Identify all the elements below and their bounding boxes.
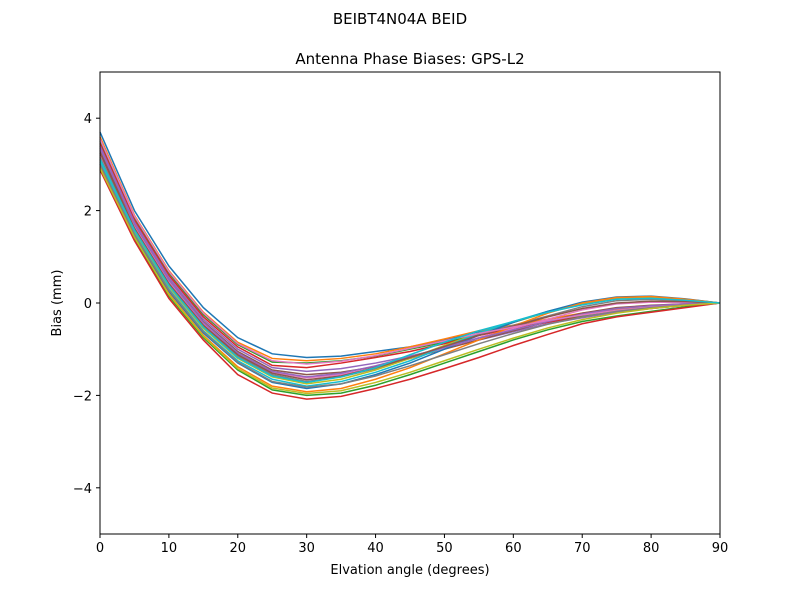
x-tick-label: 0 [96,541,104,556]
y-tick-label: 4 [84,112,92,127]
figure-suptitle: BEIBT4N04A BEID [333,10,467,28]
series-line [99,159,721,385]
y-axis: −4 −2 0 2 4 [73,112,100,497]
x-axis: 0 10 20 30 40 50 60 70 80 90 [96,534,728,556]
series-line [99,154,721,379]
y-tick-label: 0 [84,297,92,312]
x-tick-label: 10 [161,541,178,556]
series-line [99,161,721,387]
x-tick-label: 80 [643,541,660,556]
series-line [99,152,721,381]
x-tick-label: 70 [574,541,591,556]
y-tick-label: 2 [84,205,92,220]
series-line [99,140,721,364]
series-line [99,168,721,397]
series-line [99,145,721,373]
x-tick-label: 50 [436,541,453,556]
x-tick-label: 20 [230,541,247,556]
series-line [99,138,721,365]
series-line [99,164,721,388]
x-tick-label: 40 [367,541,384,556]
series-line [99,158,721,384]
x-tick-label: 90 [712,541,729,556]
y-tick-label: −4 [73,482,92,497]
series-line [99,143,721,369]
series-line [99,169,721,400]
series-layer [99,131,721,400]
series-line [99,150,721,376]
series-line [99,147,721,378]
y-tick-label: −2 [73,389,92,404]
y-axis-label: Bias (mm) [50,270,65,337]
x-tick-label: 60 [505,541,522,556]
series-line [99,167,721,395]
x-axis-label: Elvation angle (degrees) [330,563,489,578]
chart-title: Antenna Phase Biases: GPS-L2 [295,50,524,68]
x-tick-label: 30 [298,541,315,556]
